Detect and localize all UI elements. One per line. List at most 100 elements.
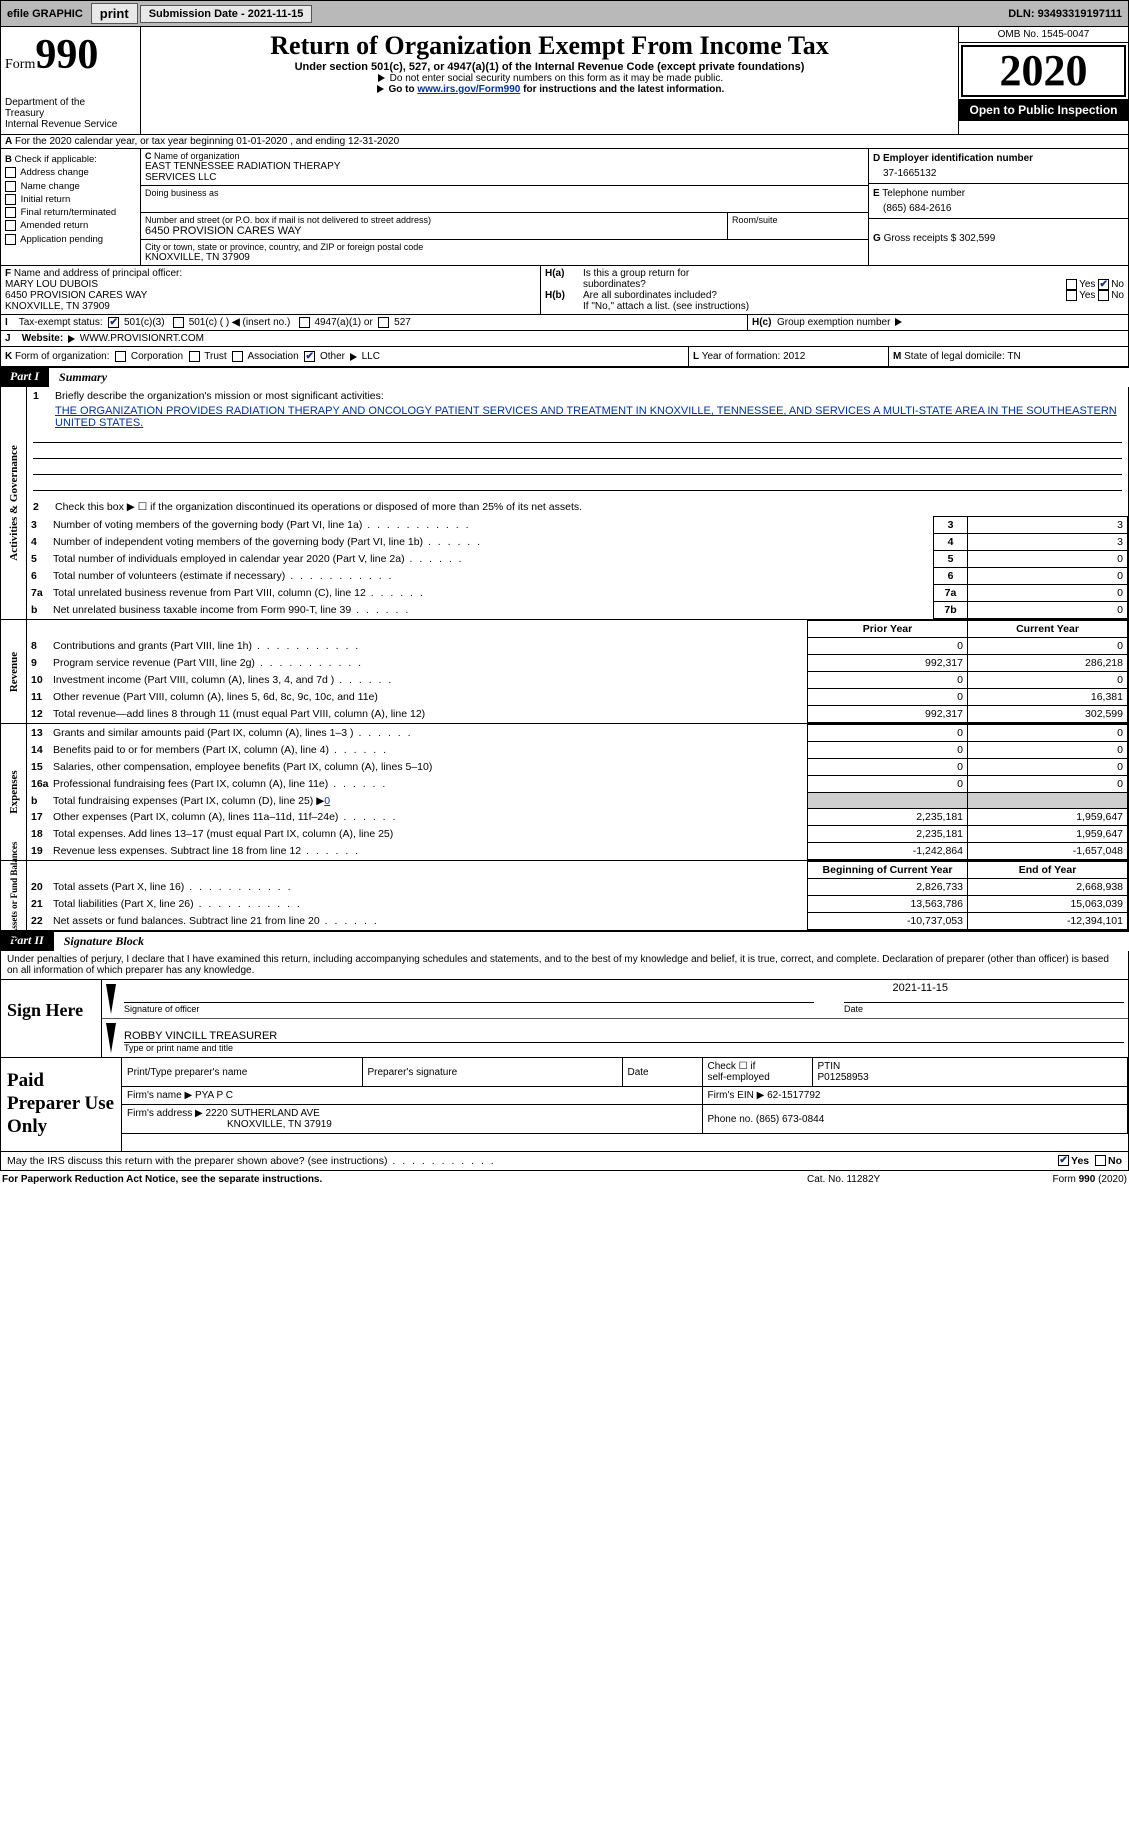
hb-q2: If "No," attach a list. (see instruction… — [545, 301, 1124, 312]
vlabel-net-assets: Net Assets or Fund Balances — [1, 861, 27, 930]
mission-text[interactable]: THE ORGANIZATION PROVIDES RADIATION THER… — [55, 405, 1117, 429]
cb-4947[interactable] — [299, 317, 310, 328]
block-f-h: F Name and address of principal officer:… — [0, 266, 1129, 315]
row-20: 20Total assets (Part X, line 16)2,826,73… — [27, 879, 1128, 896]
prep-h4: Check ☐ ifself-employed — [702, 1058, 812, 1087]
revenue-table: Prior YearCurrent Year 8Contributions an… — [27, 620, 1128, 723]
hdr-curr: Current Year — [968, 621, 1128, 638]
l-cell: L Year of formation: 2012 — [688, 347, 888, 366]
net-assets-table: Beginning of Current YearEnd of Year 20T… — [27, 861, 1128, 930]
cb-address-change[interactable]: Address change — [5, 166, 136, 179]
cb-527[interactable] — [378, 317, 389, 328]
paid-preparer-label: Paid Preparer Use Only — [1, 1058, 121, 1150]
mission-line — [33, 477, 1122, 491]
cb-initial-return[interactable]: Initial return — [5, 193, 136, 206]
k-other-value: LLC — [362, 351, 380, 362]
tel-value: (865) 684-2616 — [873, 199, 1124, 214]
irs-link[interactable]: www.irs.gov/Form990 — [417, 84, 520, 95]
f-label: Name and address of principal officer: — [14, 268, 182, 279]
dept1: Department of the — [5, 97, 136, 108]
revenue-block: Revenue Prior YearCurrent Year 8Contribu… — [0, 620, 1129, 724]
v6: 0 — [968, 568, 1128, 585]
ha-yes-checkbox[interactable] — [1066, 279, 1077, 290]
cb-corporation[interactable] — [115, 351, 126, 362]
cb-association[interactable] — [232, 351, 243, 362]
submission-date-box: Submission Date - 2021-11-15 — [140, 5, 313, 23]
sub-date-label: Submission Date - — [149, 8, 248, 20]
expenses-block: Expenses 13Grants and similar amounts pa… — [0, 724, 1129, 861]
declaration-text: Under penalties of perjury, I declare th… — [0, 951, 1129, 980]
header-left: Form990 Department of the Treasury Inter… — [1, 27, 141, 134]
ein-label: Employer identification number — [883, 153, 1033, 164]
cb-amended-return[interactable]: Amended return — [5, 219, 136, 232]
cb-501c3[interactable] — [108, 317, 119, 328]
cb-other[interactable] — [304, 351, 315, 362]
v7b: 0 — [968, 602, 1128, 619]
d-gross: G Gross receipts $ 302,599 — [869, 219, 1128, 248]
col-h: H(a)Is this a group return for subordina… — [541, 266, 1128, 314]
hc-q: Group exemption number — [777, 317, 890, 328]
ha-q1: Is this a group return for — [583, 268, 1124, 279]
c-city-row: City or town, state or province, country… — [141, 240, 868, 265]
room-label: Room/suite — [732, 215, 864, 225]
part-i-num: Part I — [0, 367, 49, 387]
line-a-text: For the 2020 calendar year, or tax year … — [15, 136, 399, 147]
prep-h3: Date — [622, 1058, 702, 1087]
hb-yes-checkbox[interactable] — [1066, 290, 1077, 301]
footer-right: Form 990 (2020) — [967, 1174, 1127, 1185]
mission-line — [33, 445, 1122, 459]
col-d: D Employer identification number 37-1665… — [868, 149, 1128, 265]
row-11: 11Other revenue (Part VIII, column (A), … — [27, 689, 1128, 706]
block-b-c-d: B Check if applicable: Address change Na… — [0, 149, 1129, 266]
row-19: 19Revenue less expenses. Subtract line 1… — [27, 843, 1128, 860]
cb-final-return[interactable]: Final return/terminated — [5, 206, 136, 219]
print-button[interactable]: print — [91, 3, 138, 24]
mission-line — [33, 461, 1122, 475]
paid-preparer-block: Paid Preparer Use Only Print/Type prepar… — [0, 1058, 1129, 1151]
cb-name-change[interactable]: Name change — [5, 180, 136, 193]
c-addr-row: Number and street (or P.O. box if mail i… — [141, 213, 868, 240]
l-value: 2012 — [783, 351, 805, 362]
c-dba-row: Doing business as — [141, 186, 868, 213]
sig-name-value: ROBBY VINCILL TREASURER — [124, 1030, 1124, 1042]
cb-application-pending[interactable]: Application pending — [5, 233, 136, 246]
i-cell: I Tax-exempt status: 501(c)(3) 501(c) ( … — [1, 315, 748, 330]
arrow-icon — [378, 74, 385, 82]
part-i-title: Summary — [49, 367, 1129, 387]
row-j: J Website: WWW.PROVISIONRT.COM — [0, 331, 1129, 347]
org-name-2: SERVICES LLC — [145, 172, 864, 183]
firm-addr2: KNOXVILLE, TN 37919 — [127, 1119, 332, 1130]
form-word: Form — [5, 57, 35, 72]
dba-value — [145, 198, 864, 210]
street-label: Number and street (or P.O. box if mail i… — [145, 215, 723, 225]
dept2: Treasury — [5, 108, 136, 119]
irs-yes-checkbox[interactable] — [1058, 1155, 1069, 1166]
arrow-icon — [895, 318, 902, 326]
m-cell: M State of legal domicile: TN — [888, 347, 1128, 366]
row-7b: bNet unrelated business taxable income f… — [27, 602, 1128, 619]
fundraising-link[interactable]: 0 — [324, 795, 330, 807]
expenses-table: 13Grants and similar amounts paid (Part … — [27, 724, 1128, 860]
j-cell: J Website: WWW.PROVISIONRT.COM — [1, 331, 1128, 346]
row-5: 5Total number of individuals employed in… — [27, 551, 1128, 568]
hdr-eoy: End of Year — [968, 862, 1128, 879]
dln-label: DLN: — [1008, 8, 1037, 20]
row-14: 14Benefits paid to or for members (Part … — [27, 742, 1128, 759]
ein-value: 37-1665132 — [873, 164, 1124, 179]
c-name-row: C Name of organization EAST TENNESSEE RA… — [141, 149, 868, 186]
governance-table: 3Number of voting members of the governi… — [27, 516, 1128, 619]
officer-name: MARY LOU DUBOIS — [5, 279, 536, 290]
open-to-public: Open to Public Inspection — [959, 99, 1128, 121]
cb-501c[interactable] — [173, 317, 184, 328]
sign-here-label: Sign Here — [1, 980, 101, 1057]
subtitle-1: Under section 501(c), 527, or 4947(a)(1)… — [145, 61, 954, 73]
q1: 1Briefly describe the organization's mis… — [27, 387, 1128, 405]
irs-discuss-row: May the IRS discuss this return with the… — [0, 1152, 1129, 1171]
arrow-icon — [350, 353, 357, 361]
row-k: K Form of organization: Corporation Trus… — [0, 347, 1129, 367]
dept3: Internal Revenue Service — [5, 119, 136, 130]
irs-no-checkbox[interactable] — [1095, 1155, 1106, 1166]
ha-no-checkbox[interactable] — [1098, 279, 1109, 290]
hb-no-checkbox[interactable] — [1098, 290, 1109, 301]
cb-trust[interactable] — [189, 351, 200, 362]
